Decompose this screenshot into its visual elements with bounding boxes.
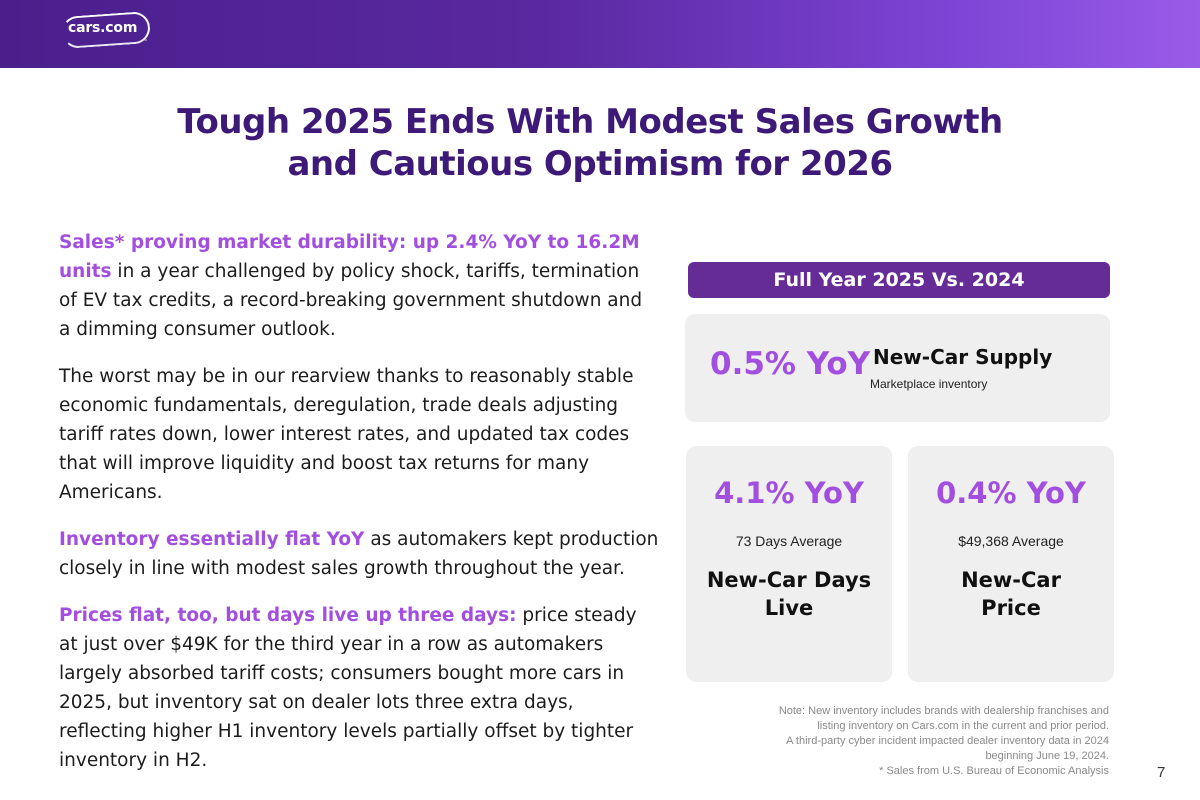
- days-live-value: 4.1% YoY: [714, 476, 864, 510]
- logo-trademark: ™: [143, 39, 148, 45]
- supply-value: 0.5% YoY: [710, 346, 871, 382]
- footnote-line-1: Note: New inventory includes brands with…: [778, 705, 1109, 732]
- paragraph-prices: Prices flat, too, but days live up three…: [59, 601, 659, 775]
- comparison-banner: Full Year 2025 Vs. 2024: [688, 262, 1110, 298]
- highlight-inventory: Inventory essentially flat YoY: [59, 529, 365, 550]
- price-card: 0.4% YoY $49,368 Average New-Car Price: [908, 446, 1114, 682]
- days-live-card: 4.1% YoY 73 Days Average New-Car Days Li…: [686, 446, 892, 682]
- supply-title: New-Car Supply: [873, 345, 1053, 369]
- price-title: New-Car Price: [961, 568, 1061, 620]
- title-line-1: Tough 2025 Ends With Modest Sales Growth: [177, 102, 1003, 142]
- title-line-2: and Cautious Optimism for 2026: [287, 144, 893, 184]
- body-text: Sales* proving market durability: up 2.4…: [59, 228, 659, 793]
- paragraph-outlook-text: The worst may be in our rearview thanks …: [59, 366, 634, 503]
- footnote: Note: New inventory includes brands with…: [760, 704, 1109, 779]
- paragraph-sales: Sales* proving market durability: up 2.4…: [59, 228, 659, 344]
- page-number: 7: [1157, 764, 1166, 781]
- paragraph-sales-text: in a year challenged by policy shock, ta…: [59, 261, 643, 340]
- paragraph-inventory-text: as automakers kept production closely in…: [59, 529, 659, 579]
- highlight-prices: Prices flat, too, but days live up three…: [59, 605, 517, 626]
- logo[interactable]: cars.com: [68, 20, 138, 36]
- price-subtitle: $49,368 Average: [958, 533, 1064, 549]
- footnote-line-2: A third-party cyber incident impacted de…: [786, 735, 1109, 762]
- paragraph-outlook: The worst may be in our rearview thanks …: [59, 362, 659, 507]
- footnote-line-3: * Sales from U.S. Bureau of Economic Ana…: [879, 765, 1109, 777]
- header-bar: cars.com ™: [0, 0, 1200, 68]
- paragraph-prices-text: price steady at just over $49K for the t…: [59, 605, 637, 771]
- price-value: 0.4% YoY: [936, 476, 1086, 510]
- days-live-subtitle: 73 Days Average: [735, 533, 843, 549]
- days-live-title: New-Car Days Live: [706, 568, 872, 620]
- supply-card: 0.5% YoY New-Car Supply Marketplace inve…: [685, 314, 1110, 422]
- paragraph-inventory: Inventory essentially flat YoY as automa…: [59, 525, 659, 583]
- highlight-sales: Sales* proving market durability: up 2.4…: [59, 232, 640, 282]
- page-title: Tough 2025 Ends With Modest Sales Growth…: [120, 101, 1060, 185]
- supply-subtitle: Marketplace inventory: [870, 377, 988, 391]
